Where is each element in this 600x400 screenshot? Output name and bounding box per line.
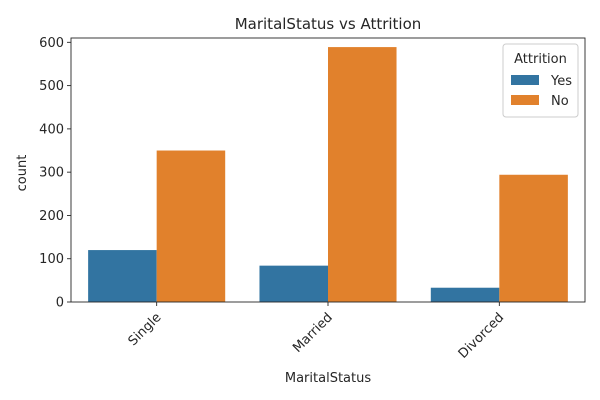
y-tick-label-0: 0: [56, 296, 64, 311]
bar-single-no: [156, 150, 226, 302]
y-tick-label-300: 300: [39, 166, 64, 181]
legend-swatch-yes: [511, 75, 539, 85]
legend-label-no: No: [551, 94, 569, 109]
x-tick-label-married: Married: [290, 310, 336, 356]
x-tick-label-divorced: Divorced: [456, 310, 507, 361]
x-axis-title: MaritalStatus: [285, 371, 371, 386]
y-axis-title: count: [15, 155, 30, 192]
y-tick-label-400: 400: [39, 122, 64, 137]
bar-divorced-yes: [430, 287, 500, 302]
bar-single-yes: [88, 250, 157, 302]
chart-title: MaritalStatus vs Attrition: [235, 15, 422, 33]
bar-married-yes: [259, 265, 328, 302]
legend-label-yes: Yes: [550, 74, 572, 89]
y-tick-label-500: 500: [39, 79, 64, 94]
y-tick-label-100: 100: [39, 252, 64, 267]
y-tick-label-200: 200: [39, 209, 64, 224]
legend-swatch-no: [511, 95, 539, 105]
legend-title: Attrition: [514, 52, 567, 67]
y-tick-label-600: 600: [39, 36, 64, 51]
bar-married-no: [328, 47, 397, 303]
bar-divorced-no: [499, 174, 568, 302]
legend: Attrition Yes No: [502, 43, 579, 118]
x-tick-label-single: Single: [126, 310, 165, 349]
